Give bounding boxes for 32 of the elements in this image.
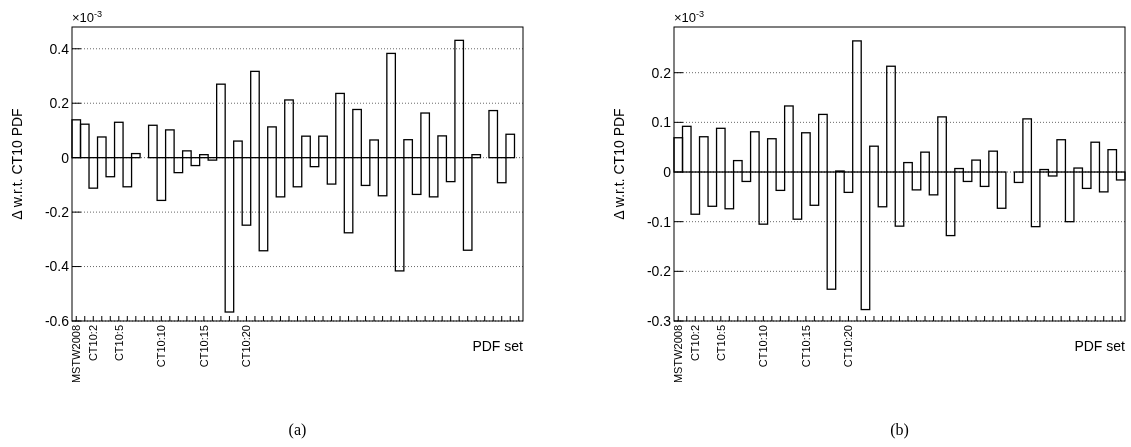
- y-axis-title: Δ w.r.t. CT10 PDF: [9, 108, 25, 220]
- x-tick-label: CT10:10: [155, 325, 168, 368]
- y-tick-label: -0.2: [646, 263, 672, 280]
- y-tick-label: 0.2: [49, 95, 70, 112]
- text: (a): [288, 421, 307, 439]
- x-tick-label: CT10:2: [689, 325, 702, 362]
- x-tick-label: CT10:5: [112, 325, 125, 362]
- x-tick-label: CT10:15: [799, 325, 812, 368]
- text: (b): [890, 421, 909, 439]
- text: ×10$^{-3}$: [674, 9, 705, 25]
- y-axis-title: Δ w.r.t. CT10 PDF: [611, 108, 627, 220]
- y-tick-label: 0.4: [49, 40, 70, 57]
- text: ×10$^{-3}$: [72, 9, 103, 25]
- y-tick-label: -0.2: [44, 204, 70, 221]
- x-tick-label: CT10:20: [842, 325, 855, 368]
- x-tick-label: CT10:10: [757, 325, 770, 368]
- y-tick-label: -0.4: [44, 258, 70, 275]
- x-axis-title: PDF set: [472, 338, 524, 354]
- y-tick-label: 0: [61, 149, 70, 166]
- x-tick-label: CT10:5: [714, 325, 727, 362]
- y-tick-label: 0.1: [651, 114, 672, 131]
- x-axis-title: PDF set: [1074, 338, 1126, 354]
- x-tick-label: CT10:20: [240, 325, 253, 368]
- y-tick-label: 0.2: [651, 64, 672, 81]
- x-tick-label: MSTW2008: [672, 325, 685, 384]
- y-tick-label: -0.1: [646, 213, 672, 230]
- x-tick-label: MSTW2008: [70, 325, 83, 384]
- x-tick-label: CT10:15: [197, 325, 210, 368]
- y-tick-label: 0: [663, 163, 672, 180]
- y-tick-label: -0.3: [646, 312, 672, 329]
- y-tick-label: -0.6: [44, 312, 70, 329]
- x-tick-label: CT10:2: [87, 325, 100, 362]
